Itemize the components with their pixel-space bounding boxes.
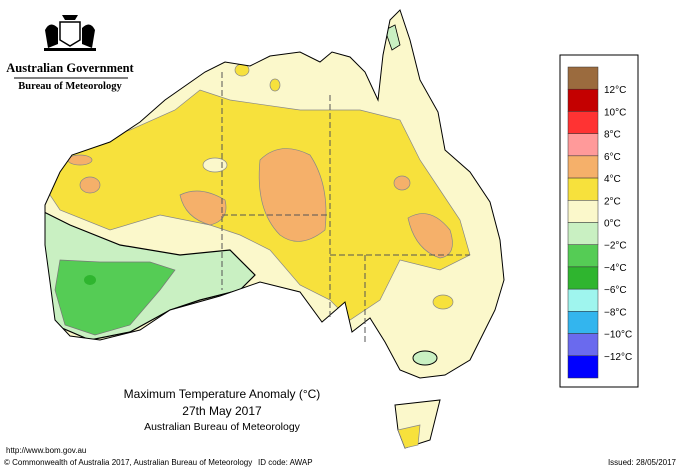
legend-swatch	[567, 288, 599, 312]
legend-swatch	[567, 266, 599, 290]
legend-swatch	[567, 355, 599, 379]
government: Australian Government	[6, 61, 134, 75]
legend-label: 6°C	[604, 152, 621, 163]
legend-label: 10°C	[604, 107, 626, 118]
legend-label: 8°C	[604, 130, 621, 141]
id-code: ID code: AWAP	[258, 458, 313, 467]
legend-label: −4°C	[604, 263, 627, 274]
copyright: © Commonwealth of Australia 2017, Austra…	[4, 458, 252, 467]
issued: Issued: 28/05/2017	[608, 458, 677, 467]
legend-label: −8°C	[604, 307, 627, 318]
australia-map	[44, 9, 505, 449]
legend-swatch	[567, 311, 599, 334]
legend-swatch	[567, 333, 599, 357]
map-source: Australian Bureau of Meteorology	[144, 421, 301, 433]
map-title: Maximum Temperature Anomaly (°C)	[124, 387, 321, 401]
legend-swatch	[567, 177, 599, 201]
legend-label: 4°C	[604, 174, 621, 185]
map-date: 27th May 2017	[182, 404, 262, 418]
legend-label: −12°C	[604, 352, 632, 363]
legend-swatch	[567, 133, 599, 157]
legend-swatch	[567, 222, 599, 245]
legend-swatch	[567, 155, 599, 179]
legend-label: −10°C	[604, 330, 632, 341]
legend-swatch	[567, 88, 599, 112]
legend-swatch	[567, 200, 599, 223]
bureau: Bureau of Meteorology	[18, 81, 122, 92]
legend-label: −2°C	[604, 241, 627, 252]
legend-swatch	[567, 66, 599, 90]
crest	[44, 15, 96, 51]
legend-swatch	[567, 111, 599, 134]
url: http://www.bom.gov.au	[6, 446, 86, 455]
legend-label: 2°C	[604, 196, 621, 207]
legend-swatch	[567, 244, 599, 268]
legend-label: −6°C	[604, 285, 627, 296]
legend: 12°C 10°C 8°C 6°C 4°C 2°C 0°C −2°C −4°C −6°C −8°C −…	[559, 54, 639, 388]
legend-label: 12°C	[604, 85, 626, 96]
legend-label: 0°C	[604, 219, 621, 230]
